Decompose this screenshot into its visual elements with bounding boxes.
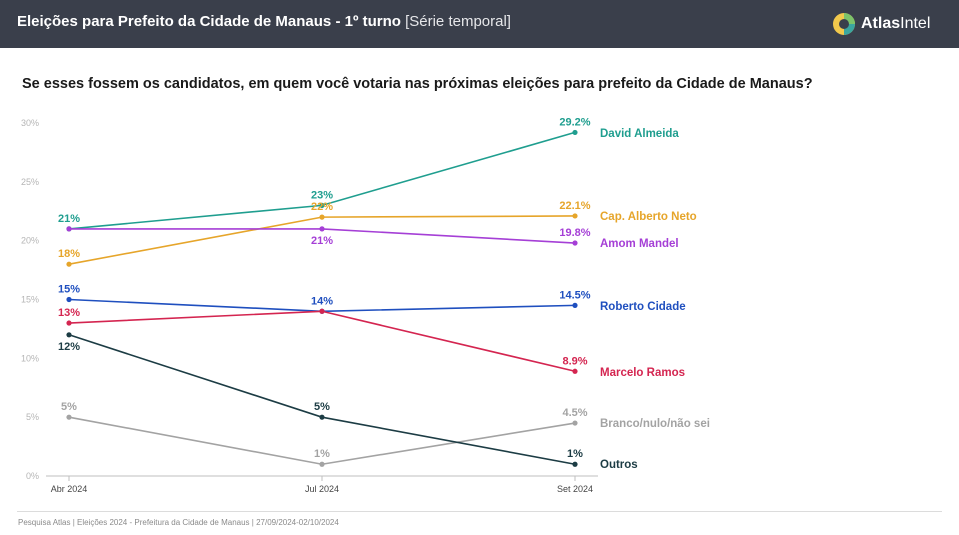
data-label-marcelo-ramos: 13%: [58, 307, 80, 319]
data-label-branco-nulo-nao-sei: 5%: [61, 401, 77, 413]
title-main: Eleições para Prefeito da Cidade de Mana…: [17, 13, 401, 30]
y-tick-label: 10%: [21, 353, 39, 363]
data-label-david-almeida: 29.2%: [559, 116, 590, 128]
data-label-cap-alberto-neto: 18%: [58, 248, 80, 260]
data-point-amom-mandel: [572, 240, 578, 246]
data-label-outros: 12%: [58, 341, 80, 353]
series-line-david-almeida: [68, 131, 576, 230]
header-bar: Eleições para Prefeito da Cidade de Mana…: [0, 0, 959, 48]
data-point-outros: [319, 414, 325, 420]
legend-label-outros: Outros: [600, 459, 638, 471]
legend-label-david-almeida: David Almeida: [600, 128, 679, 140]
legend-label-roberto-cidade: Roberto Cidade: [600, 301, 686, 313]
legend-label-amom-mandel: Amom Mandel: [600, 238, 679, 250]
x-tick-label: Set 2024: [557, 484, 593, 494]
legend-label-cap-alberto-neto: Cap. Alberto Neto: [600, 211, 697, 223]
footer-source: Pesquisa Atlas | Eleições 2024 - Prefeit…: [18, 518, 339, 527]
y-tick-label: 0%: [26, 471, 39, 481]
y-tick-label: 25%: [21, 177, 39, 187]
data-point-marcelo-ramos: [66, 320, 72, 326]
page-title: Eleições para Prefeito da Cidade de Mana…: [17, 13, 511, 30]
title-sub: [Série temporal]: [405, 13, 511, 30]
y-tick-label: 5%: [26, 412, 39, 422]
data-point-david-almeida: [319, 202, 325, 208]
y-tick-label: 30%: [21, 118, 39, 128]
data-label-roberto-cidade: 14.5%: [559, 289, 590, 301]
data-label-marcelo-ramos: 8.9%: [562, 355, 587, 367]
data-label-roberto-cidade: 14%: [311, 295, 333, 307]
atlas-intel-logo-icon: [833, 13, 855, 35]
legend-label-branco-nulo-nao-sei: Branco/nulo/não sei: [600, 418, 710, 430]
data-point-branco-nulo-nao-sei: [572, 420, 578, 426]
data-label-outros: 5%: [314, 401, 330, 413]
y-tick-label: 20%: [21, 236, 39, 246]
data-label-outros: 1%: [567, 448, 583, 460]
atlas-intel-logo: AtlasIntel: [832, 10, 930, 38]
data-point-marcelo-ramos: [572, 368, 578, 374]
footer-divider: [17, 511, 942, 512]
data-point-cap-alberto-neto: [319, 214, 325, 220]
x-tick-label: Abr 2024: [51, 484, 88, 494]
logo-text: AtlasIntel: [861, 15, 931, 32]
data-point-outros: [66, 332, 72, 338]
data-point-amom-mandel: [319, 226, 325, 232]
data-point-cap-alberto-neto: [66, 261, 72, 267]
data-point-cap-alberto-neto: [572, 213, 578, 219]
legend-label-marcelo-ramos: Marcelo Ramos: [600, 367, 685, 379]
series-line-marcelo-ramos: [68, 310, 576, 373]
data-label-roberto-cidade: 15%: [58, 284, 80, 296]
data-point-branco-nulo-nao-sei: [66, 414, 72, 420]
data-point-roberto-cidade: [66, 296, 72, 303]
data-label-branco-nulo-nao-sei: 4.5%: [562, 407, 587, 419]
chart-question: Se esses fossem os candidatos, em quem v…: [22, 76, 813, 92]
data-point-outros: [572, 461, 578, 467]
line-chart: 0% 5% 10% 15% 20% 25% 30% Abr 2024 Jul 2024 Set 2…: [21, 116, 710, 494]
data-label-branco-nulo-nao-sei: 1%: [314, 448, 330, 460]
data-label-david-almeida: 21%: [58, 213, 80, 225]
y-tick-label: 15%: [21, 295, 39, 305]
data-point-branco-nulo-nao-sei: [319, 461, 325, 467]
data-label-cap-alberto-neto: 22.1%: [559, 200, 590, 212]
x-tick-label: Jul 2024: [305, 484, 339, 494]
data-label-cap-alberto-neto: 22%: [311, 201, 333, 213]
data-point-david-almeida: [572, 129, 578, 136]
series-line-outros: [68, 334, 576, 466]
data-point-roberto-cidade: [572, 302, 578, 308]
data-label-amom-mandel: 19.8%: [559, 227, 590, 239]
data-point-marcelo-ramos: [319, 308, 325, 314]
data-point-amom-mandel: [66, 226, 72, 232]
data-label-amom-mandel: 21%: [311, 235, 333, 247]
data-label-david-almeida: 23%: [311, 189, 333, 201]
